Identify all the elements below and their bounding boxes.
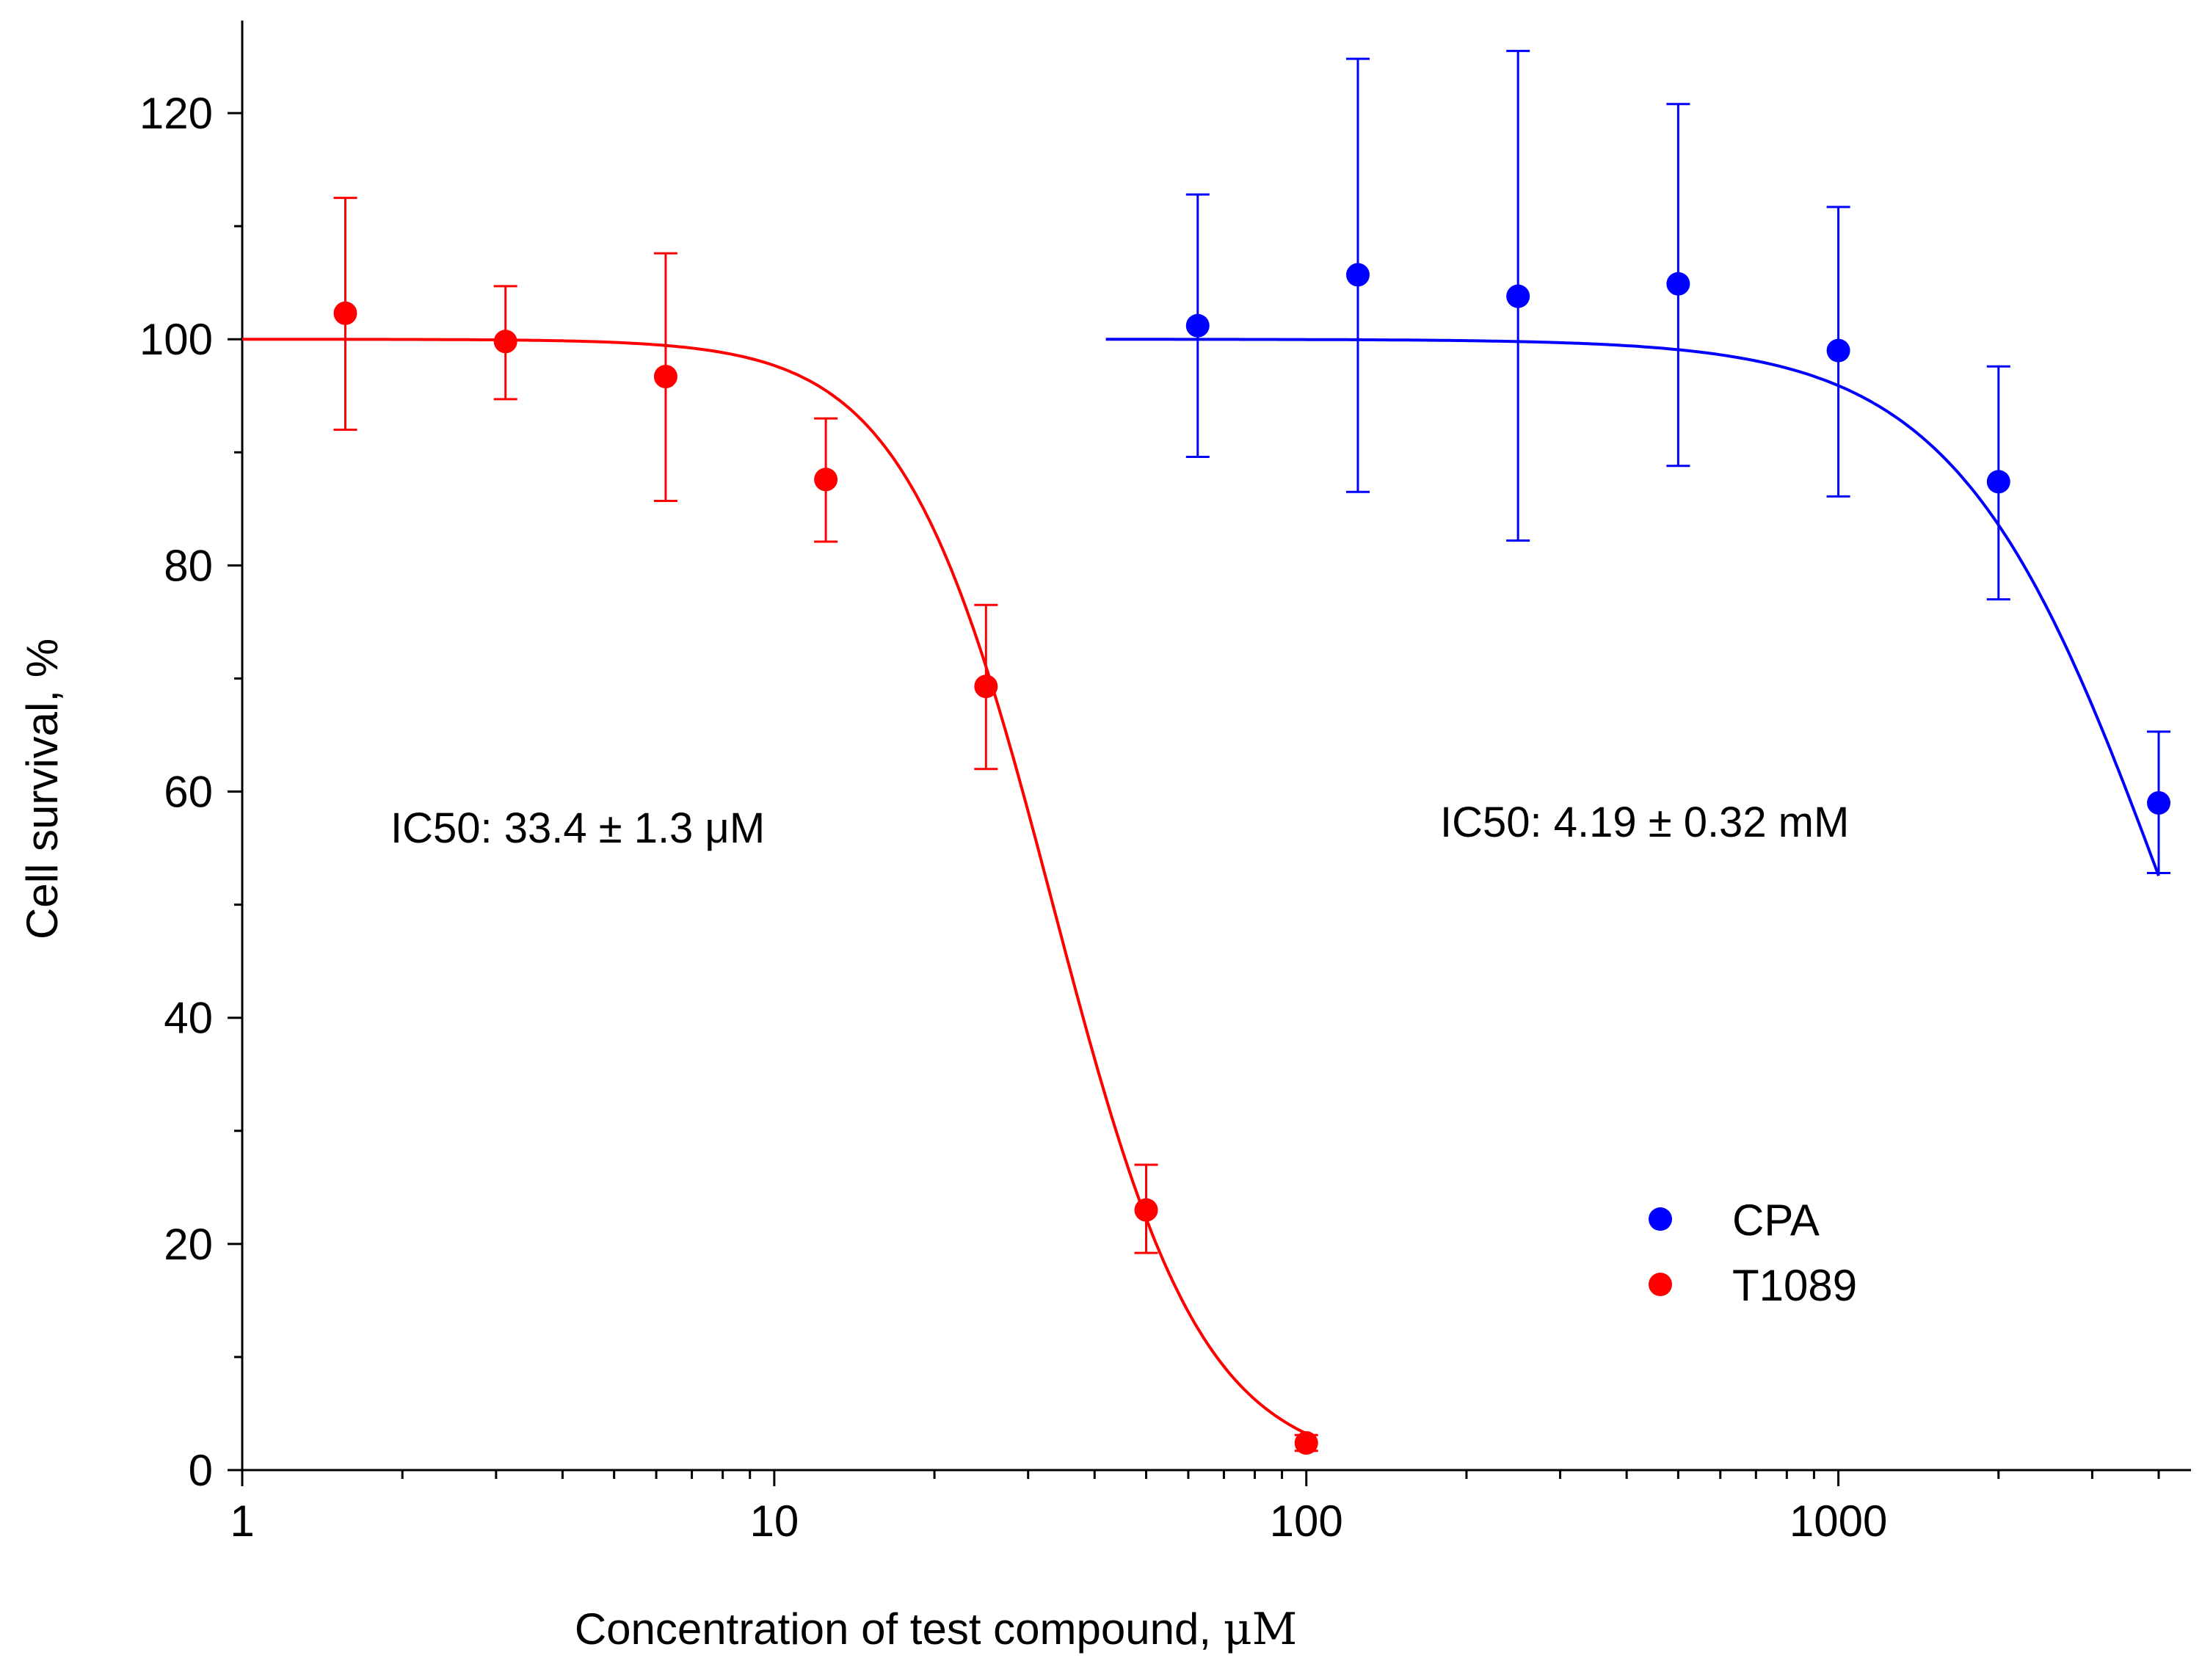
x-axis-label: Concentration of test compound, μM [575, 1604, 1297, 1655]
data-point-cpa [1345, 263, 1370, 287]
data-point-cpa [1666, 272, 1690, 296]
y-tick-label: 80 [164, 541, 213, 590]
legend: CPA T1089 [1649, 1196, 1857, 1310]
data-point-t1089 [814, 468, 838, 492]
data-point-t1089 [1134, 1198, 1158, 1222]
legend-marker-t1089 [1649, 1273, 1672, 1296]
fit-curve-t1089 [242, 338, 1307, 1436]
data-point-cpa [1185, 313, 1210, 338]
x-tick-label: 100 [1270, 1497, 1343, 1546]
y-tick-label: 20 [164, 1220, 213, 1269]
x-tick-label: 10 [749, 1497, 799, 1546]
data-point-t1089 [493, 330, 517, 354]
x-tick-label: 1000 [1789, 1497, 1887, 1546]
x-axis-label-prefix: Concentration of test compound, [575, 1604, 1224, 1654]
data-point-cpa [1826, 338, 1850, 363]
y-tick-label: 100 [139, 315, 213, 364]
fit-curve-cpa [1105, 338, 2160, 877]
y-tick-label: 40 [164, 994, 213, 1043]
data-point-t1089 [974, 674, 998, 699]
ic50-annotation-cpa: IC50: 4.19 ± 0.32 mM [1440, 799, 1849, 846]
series-layer [242, 49, 2171, 1455]
x-axis-label-unit: μM [1224, 1604, 1297, 1655]
legend-label-t1089: T1089 [1732, 1261, 1857, 1310]
y-tick-label: 60 [164, 768, 213, 817]
data-point-t1089 [653, 365, 677, 389]
legend-label-cpa: CPA [1732, 1196, 1820, 1245]
data-point-t1089 [1294, 1431, 1318, 1455]
y-tick-label: 120 [139, 89, 213, 138]
series-t1089 [242, 197, 1318, 1455]
series-cpa [1105, 49, 2171, 877]
ic50-annotation-t1089: IC50: 33.4 ± 1.3 μM [390, 804, 765, 852]
y-tick-label: 0 [189, 1446, 213, 1495]
data-point-cpa [2147, 790, 2171, 815]
data-point-cpa [1986, 470, 2010, 494]
data-point-cpa [1506, 284, 1530, 308]
data-point-t1089 [333, 301, 357, 325]
legend-marker-cpa [1649, 1207, 1672, 1231]
y-axis-label: Cell survival, % [18, 639, 67, 939]
x-tick-label: 1 [230, 1497, 254, 1546]
